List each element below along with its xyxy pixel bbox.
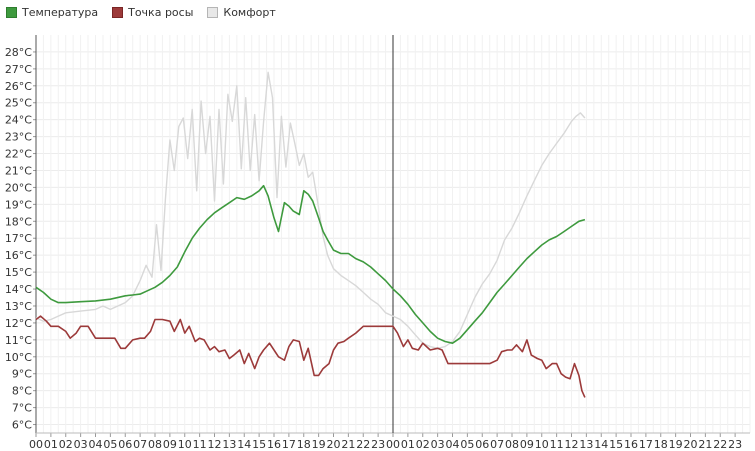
y-tick-label: 23°C	[5, 131, 32, 144]
legend-swatch-comfort	[207, 6, 219, 18]
legend-label-temperature: Температура	[22, 5, 99, 19]
x-tick-label: 04	[446, 438, 460, 451]
legend-swatch-temperature	[6, 6, 17, 18]
y-tick-label: 20°C	[5, 181, 32, 194]
x-tick-label: 00	[29, 438, 43, 451]
x-tick-label: 05	[460, 438, 474, 451]
legend-item-comfort[interactable]: Комфорт	[207, 5, 276, 19]
x-tick-label: 21	[341, 438, 355, 451]
legend: Температура Точка росы Комфорт	[6, 3, 276, 21]
y-tick-label: 25°C	[5, 97, 32, 110]
x-tick-label: 11	[550, 438, 564, 451]
series-line-temperature	[35, 184, 586, 345]
x-tick-label: 23	[371, 438, 385, 451]
x-tick-label: 15	[609, 438, 623, 451]
x-tick-label: 14	[594, 438, 608, 451]
x-tick-label: 05	[103, 438, 117, 451]
y-tick-label: 24°C	[5, 114, 32, 127]
x-tick-label: 14	[237, 438, 251, 451]
y-tick-label: 16°C	[5, 249, 32, 262]
x-tick-label: 17	[639, 438, 653, 451]
y-tick-label: 22°C	[5, 148, 32, 161]
x-tick-label: 22	[713, 438, 727, 451]
x-tick-label: 02	[59, 438, 73, 451]
x-tick-label: 01	[44, 438, 58, 451]
y-tick-label: 12°C	[5, 317, 32, 330]
x-tick-label: 06	[475, 438, 489, 451]
y-tick-label: 13°C	[5, 300, 32, 313]
x-tick-label: 17	[282, 438, 296, 451]
x-tick-label: 19	[312, 438, 326, 451]
series-line-dew-point	[35, 315, 586, 398]
x-tick-label: 22	[356, 438, 370, 451]
x-tick-label: 01	[401, 438, 415, 451]
y-tick-label: 8°C	[12, 385, 32, 398]
x-tick-label: 06	[118, 438, 132, 451]
x-tick-label: 00	[386, 438, 400, 451]
x-tick-label: 09	[520, 438, 534, 451]
y-tick-label: 17°C	[5, 232, 32, 245]
x-tick-label: 15	[252, 438, 266, 451]
legend-item-temperature[interactable]: Температура	[6, 6, 98, 19]
x-tick-label: 10	[178, 438, 192, 451]
x-tick-label: 11	[193, 438, 207, 451]
x-tick-label: 03	[74, 438, 88, 451]
y-tick-label: 7°C	[12, 402, 32, 415]
y-tick-label: 9°C	[12, 368, 32, 381]
x-tick-label: 09	[163, 438, 177, 451]
x-tick-label: 03	[431, 438, 445, 451]
legend-swatch-dew-point	[112, 6, 124, 18]
x-tick-label: 08	[148, 438, 162, 451]
x-tick-label: 13	[579, 438, 593, 451]
x-tick-label: 18	[654, 438, 668, 451]
x-tick-label: 20	[684, 438, 698, 451]
x-tick-label: 20	[327, 438, 341, 451]
x-tick-label: 16	[624, 438, 638, 451]
y-tick-label: 6°C	[12, 419, 32, 432]
legend-item-dew-point[interactable]: Точка росы	[112, 6, 193, 19]
x-tick-label: 23	[728, 438, 742, 451]
series-line-comfort	[35, 71, 586, 349]
x-tick-label: 16	[267, 438, 281, 451]
y-tick-label: 21°C	[5, 164, 32, 177]
y-tick-label: 15°C	[5, 266, 32, 279]
x-tick-label: 07	[490, 438, 504, 451]
x-tick-label: 12	[208, 438, 222, 451]
y-tick-label: 14°C	[5, 283, 32, 296]
x-tick-label: 21	[698, 438, 712, 451]
y-tick-label: 10°C	[5, 351, 32, 364]
y-tick-label: 11°C	[5, 334, 32, 347]
y-tick-label: 28°C	[5, 46, 32, 59]
legend-label-comfort: Комфорт	[223, 5, 276, 19]
x-tick-label: 07	[133, 438, 147, 451]
x-tick-label: 12	[565, 438, 579, 451]
x-tick-label: 19	[669, 438, 683, 451]
y-tick-label: 18°C	[5, 215, 32, 228]
x-tick-label: 02	[416, 438, 430, 451]
x-tick-label: 04	[89, 438, 103, 451]
x-tick-label: 13	[222, 438, 236, 451]
x-tick-label: 08	[505, 438, 519, 451]
y-tick-label: 26°C	[5, 80, 32, 93]
x-tick-label: 10	[535, 438, 549, 451]
legend-label-dew-point: Точка росы	[128, 5, 194, 19]
x-tick-label: 18	[297, 438, 311, 451]
y-tick-label: 19°C	[5, 198, 32, 211]
y-tick-label: 27°C	[5, 63, 32, 76]
